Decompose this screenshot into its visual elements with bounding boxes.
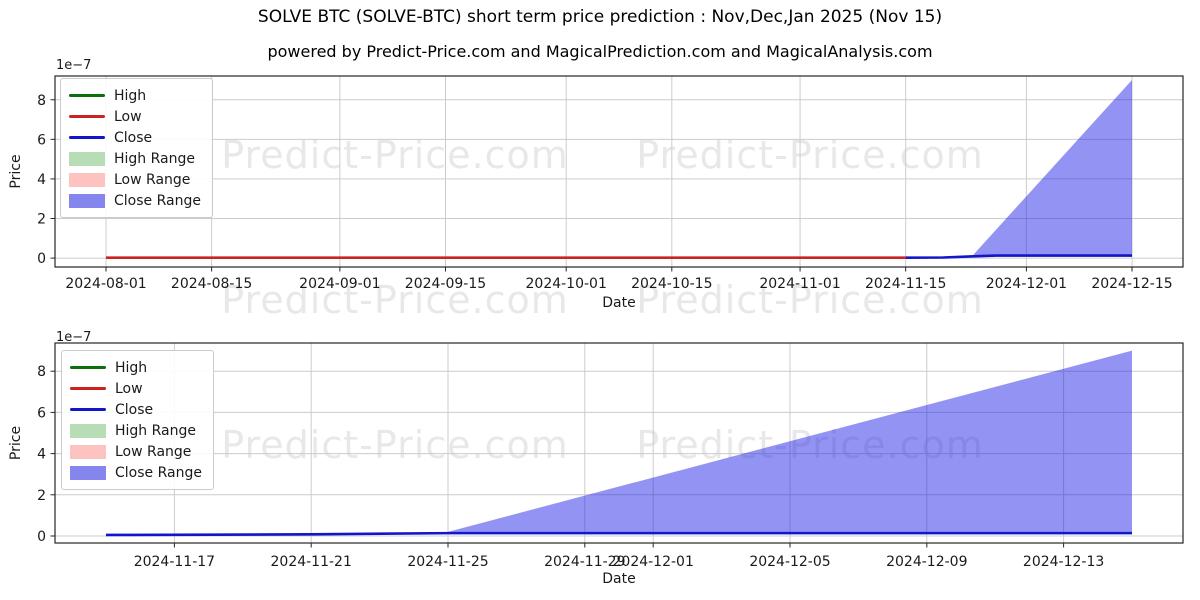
legend-swatch-low-range [69, 172, 105, 187]
top-chart-plot: 2024-08-01 2024-08-15 2024-09-01 2024-09-15… [8, 58, 1184, 311]
y-tick-label: 0 [37, 529, 46, 545]
legend-swatch-high-range [70, 423, 106, 438]
top-chart-title: powered by Predict-Price.com and Magical… [267, 42, 933, 61]
tick-labels: 2024-08-01 2024-08-15 2024-09-01 2024-09-15… [37, 93, 1173, 292]
legend-label: Close [115, 401, 154, 418]
y-tick-label: 8 [37, 364, 46, 380]
legend-line-close [69, 136, 105, 139]
tick-marks [50, 99, 1133, 272]
tick-labels: 2024-11-17 2024-11-21 2024-11-25 2024-11-29… [37, 364, 1104, 570]
legend-item-close-range: Close Range [69, 190, 201, 211]
legend-item-high-range: High Range [70, 420, 202, 441]
legend-item-high-range: High Range [69, 148, 201, 169]
legend-label: Close [114, 129, 153, 146]
watermark-text: Predict-Price.com [636, 133, 984, 177]
legend-label: Close Range [115, 464, 202, 481]
y-tick-label: 4 [37, 447, 46, 463]
x-tick-label: 2024-11-29 [544, 554, 625, 570]
legend-label: High [115, 359, 148, 376]
x-tick-label: 2024-11-25 [407, 554, 488, 570]
legend-line-low [69, 115, 105, 118]
watermark-text: Predict-Price.com [636, 278, 984, 322]
x-tick-label: 2024-11-21 [271, 554, 352, 570]
legend-swatch-close-range [70, 465, 106, 480]
x-tick-label: 2024-12-01 [613, 554, 694, 570]
x-tick-label: 2024-11-17 [134, 554, 215, 570]
y-tick-label: 4 [37, 172, 46, 188]
series-band-close-range [448, 350, 1132, 534]
bottom-chart-legend: High Low Close High Range Low Range Close Ran… [61, 350, 214, 490]
x-axis-label: Date [602, 295, 635, 311]
watermark-text: Predict-Price.com [221, 423, 569, 467]
y-tick-label: 2 [37, 212, 46, 228]
x-tick-label: 2024-08-01 [65, 276, 146, 292]
legend-label: High Range [115, 422, 196, 439]
gridlines [55, 343, 1183, 543]
legend-label: High Range [114, 150, 195, 167]
x-tick-label: 2024-12-05 [749, 554, 830, 570]
y-tick-label: 0 [37, 251, 46, 267]
watermark-text: Predict-Price.com [636, 423, 984, 467]
y-tick-label: 6 [37, 405, 46, 421]
series-line-close [905, 254, 1132, 259]
legend-swatch-high-range [69, 151, 105, 166]
legend-label: Close Range [114, 192, 201, 209]
y-axis-offset-label: 1e−7 [56, 330, 91, 345]
legend-item-close: Close [70, 399, 202, 420]
legend-line-high [69, 94, 105, 97]
x-tick-label: 2024-08-15 [171, 276, 252, 292]
y-axis-label: Price [8, 154, 24, 188]
plot-border [54, 75, 1184, 268]
legend-item-high: High [69, 85, 201, 106]
y-axis-offset-label: 1e−7 [56, 58, 91, 73]
x-tick-label: 2024-09-01 [299, 276, 380, 292]
x-tick-label: 2024-12-15 [1091, 276, 1172, 292]
legend-label: Low Range [114, 171, 191, 188]
legend-swatch-low-range [70, 444, 106, 459]
plot-border [54, 342, 1184, 544]
legend-label: Low Range [115, 443, 192, 460]
figure-title: SOLVE BTC (SOLVE-BTC) short term price p… [257, 7, 943, 27]
legend-swatch-close-range [69, 193, 105, 208]
series-line-close [105, 531, 1132, 537]
legend-line-high [70, 366, 106, 369]
legend-item-close-range: Close Range [70, 462, 202, 483]
legend-item-low-range: Low Range [70, 441, 202, 462]
x-tick-label: 2024-12-01 [986, 276, 1067, 292]
y-tick-label: 6 [37, 132, 46, 148]
legend-item-low-range: Low Range [69, 169, 201, 190]
tick-marks [50, 370, 1065, 548]
x-tick-label: 2024-09-15 [405, 276, 486, 292]
x-tick-label: 2024-12-13 [1023, 554, 1104, 570]
x-axis-label: Date [602, 571, 635, 587]
gridlines [55, 76, 1183, 267]
x-tick-label: 2024-12-09 [886, 554, 967, 570]
legend-item-high: High [70, 357, 202, 378]
watermark-text: Predict-Price.com [221, 133, 569, 177]
x-tick-label: 2024-11-01 [759, 276, 840, 292]
y-tick-label: 2 [37, 488, 46, 504]
legend-item-close: Close [69, 127, 201, 148]
legend-label: High [114, 87, 147, 104]
legend-item-low: Low [70, 378, 202, 399]
y-axis-label: Price [8, 426, 24, 460]
series-layer [105, 350, 1132, 537]
legend-label: Low [115, 380, 143, 397]
y-tick-label: 8 [37, 93, 46, 109]
series-band-close-range [973, 79, 1132, 257]
legend-label: Low [114, 108, 142, 125]
watermark-text: Predict-Price.com [221, 278, 569, 322]
bottom-chart-plot: 2024-11-17 2024-11-21 2024-11-25 2024-11-29… [8, 330, 1184, 587]
series-layer [106, 79, 1132, 259]
legend-item-low: Low [69, 106, 201, 127]
top-chart-legend: High Low Close High Range Low Range Close Ran… [60, 78, 213, 218]
legend-line-low [70, 387, 106, 390]
legend-line-close [70, 408, 106, 411]
x-tick-label: 2024-11-15 [865, 276, 946, 292]
x-tick-label: 2024-10-01 [526, 276, 607, 292]
x-tick-label: 2024-10-15 [631, 276, 712, 292]
